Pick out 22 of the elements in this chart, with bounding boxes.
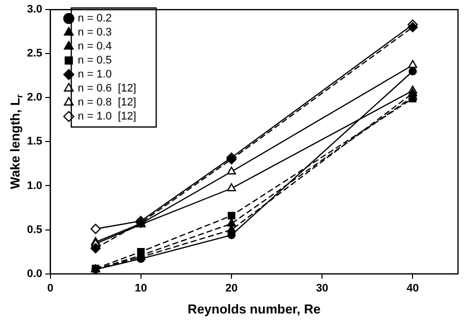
legend-label: n = 0.2 [78,12,112,25]
x-axis-title: Reynolds number, Re [188,302,321,317]
x-tick-label: 10 [134,282,148,294]
x-tick-label: 40 [406,282,419,294]
y-tick-label: 0.0 [26,268,42,280]
y-tick-label: 3.0 [26,4,42,16]
y-tick-label: 1.5 [26,136,42,148]
x-tick-label: 20 [225,282,238,294]
x-tick-label: 30 [316,282,328,294]
y-tick-label: 0.5 [26,224,42,236]
legend-label: n = 0.5 [78,54,112,67]
legend-label: n = 0.3 [78,26,112,39]
legend-label: n = 0.4 [78,40,112,53]
y-tick-label: 1.0 [26,180,42,192]
legend-label: n = 0.6 [12] [78,82,136,95]
y-tick-label: 2.0 [26,92,42,104]
y-axis-title: Wake length, Lr [8,94,24,190]
legend-label: n = 1.0 [78,68,112,81]
legend-label: n = 1.0 [12] [78,110,136,123]
y-tick-label: 2.5 [26,48,42,60]
x-tick-label: 0 [47,282,54,294]
legend-label: n = 0.8 [12] [78,96,136,109]
